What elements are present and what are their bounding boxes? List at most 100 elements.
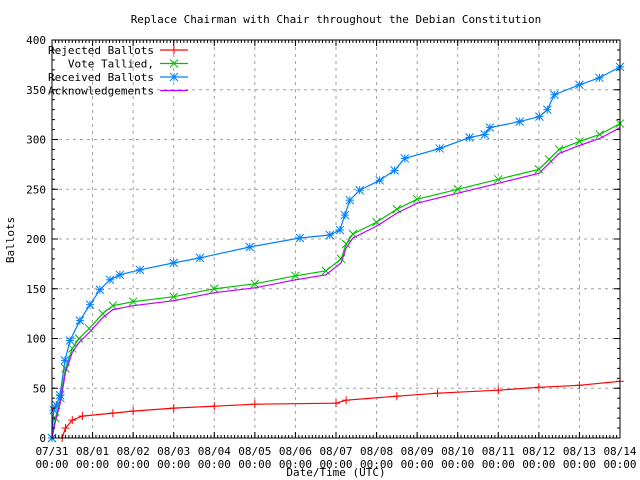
data-point: [295, 233, 305, 243]
x-tick-time: 00:00: [603, 458, 636, 471]
data-point: [245, 242, 255, 252]
x-tick-time: 00:00: [238, 458, 271, 471]
x-tick-time: 00:00: [198, 458, 231, 471]
data-point: [400, 154, 410, 163]
legend-label: Received Ballots: [48, 71, 154, 84]
y-tick-label: 250: [26, 183, 46, 196]
series-received-ballots: [47, 62, 625, 443]
x-tick-time: 00:00: [522, 458, 555, 471]
data-point: [345, 195, 355, 205]
data-point: [95, 285, 105, 295]
x-tick-date: 08/10: [441, 445, 474, 458]
y-tick-label: 350: [26, 84, 46, 97]
x-tick-time: 00:00: [157, 458, 190, 471]
data-point: [493, 174, 503, 184]
data-point: [375, 175, 385, 185]
series-acknowledgements: [51, 127, 621, 439]
series-layer: [47, 62, 625, 443]
x-tick-date: 08/04: [198, 445, 231, 458]
axis-ticks: 05010015020025030035040007/3100:0008/010…: [26, 34, 637, 471]
data-point: [335, 225, 345, 235]
data-point: [74, 334, 84, 343]
y-tick-label: 50: [33, 382, 46, 395]
x-tick-time: 00:00: [441, 458, 474, 471]
x-tick-date: 08/07: [319, 445, 352, 458]
legend-marker: [169, 72, 179, 82]
x-tick-time: 00:00: [76, 458, 109, 471]
data-point: [575, 137, 584, 146]
data-point: [98, 309, 108, 318]
data-point: [60, 356, 70, 365]
data-point: [321, 266, 331, 276]
data-point: [355, 185, 365, 195]
data-point: [465, 133, 474, 142]
data-point: [341, 239, 351, 249]
x-axis-label: Date/Time (UTC): [286, 466, 385, 479]
data-point: [515, 117, 525, 126]
chart-title: Replace Chairman with Chair throughout t…: [131, 13, 542, 26]
x-tick-date: 08/05: [238, 445, 271, 458]
x-tick-date: 08/11: [482, 445, 515, 458]
data-point: [169, 292, 179, 302]
data-point: [348, 229, 358, 239]
data-point: [195, 253, 205, 263]
data-point: [542, 105, 552, 115]
y-tick-label: 100: [26, 333, 46, 346]
data-point: [485, 123, 495, 132]
x-tick-time: 00:00: [401, 458, 434, 471]
data-point: [108, 301, 118, 311]
data-point: [75, 316, 85, 325]
x-tick-date: 07/31: [35, 445, 68, 458]
data-point: [412, 194, 422, 204]
x-tick-time: 00:00: [117, 458, 150, 471]
x-tick-time: 00:00: [563, 458, 596, 471]
y-tick-label: 200: [26, 233, 46, 246]
data-point: [544, 155, 554, 164]
data-point: [325, 230, 335, 240]
legend-marker: [169, 59, 179, 68]
x-tick-date: 08/13: [563, 445, 596, 458]
series-line: [61, 380, 621, 439]
data-point: [135, 265, 145, 275]
x-tick-time: 00:00: [360, 458, 393, 471]
x-tick-time: 00:00: [279, 458, 312, 471]
data-point: [84, 324, 94, 333]
data-point: [85, 300, 95, 310]
x-tick-time: 00:00: [482, 458, 515, 471]
x-tick-date: 08/09: [401, 445, 434, 458]
y-tick-label: 400: [26, 34, 46, 47]
data-point: [595, 73, 604, 83]
data-point: [534, 164, 544, 174]
x-tick-time: 00:00: [35, 458, 68, 471]
y-tick-label: 150: [26, 283, 46, 296]
data-point: [435, 144, 445, 153]
series-line: [51, 127, 621, 439]
data-point: [65, 336, 75, 345]
data-point: [549, 90, 559, 100]
data-point: [392, 204, 402, 214]
legend-label: Acknowledgements: [48, 85, 154, 98]
data-point: [105, 275, 115, 285]
data-point: [554, 145, 564, 154]
legend-label: Vote Tallied,: [68, 58, 154, 71]
y-tick-label: 0: [39, 432, 46, 445]
data-point: [67, 344, 77, 353]
x-tick-date: 08/03: [157, 445, 190, 458]
y-axis-label: Ballots: [4, 217, 17, 263]
data-point: [291, 271, 300, 281]
data-point: [169, 258, 179, 268]
data-point: [595, 130, 605, 139]
data-point: [480, 130, 490, 139]
data-point: [128, 297, 138, 307]
grid: [52, 40, 620, 438]
x-tick-time: 00:00: [319, 458, 352, 471]
x-tick-date: 08/01: [76, 445, 109, 458]
data-point: [372, 217, 381, 227]
data-point: [535, 112, 544, 121]
x-tick-date: 08/02: [117, 445, 150, 458]
x-tick-date: 08/14: [603, 445, 636, 458]
legend-label: Rejected Ballots: [48, 44, 154, 57]
x-tick-date: 08/06: [279, 445, 312, 458]
